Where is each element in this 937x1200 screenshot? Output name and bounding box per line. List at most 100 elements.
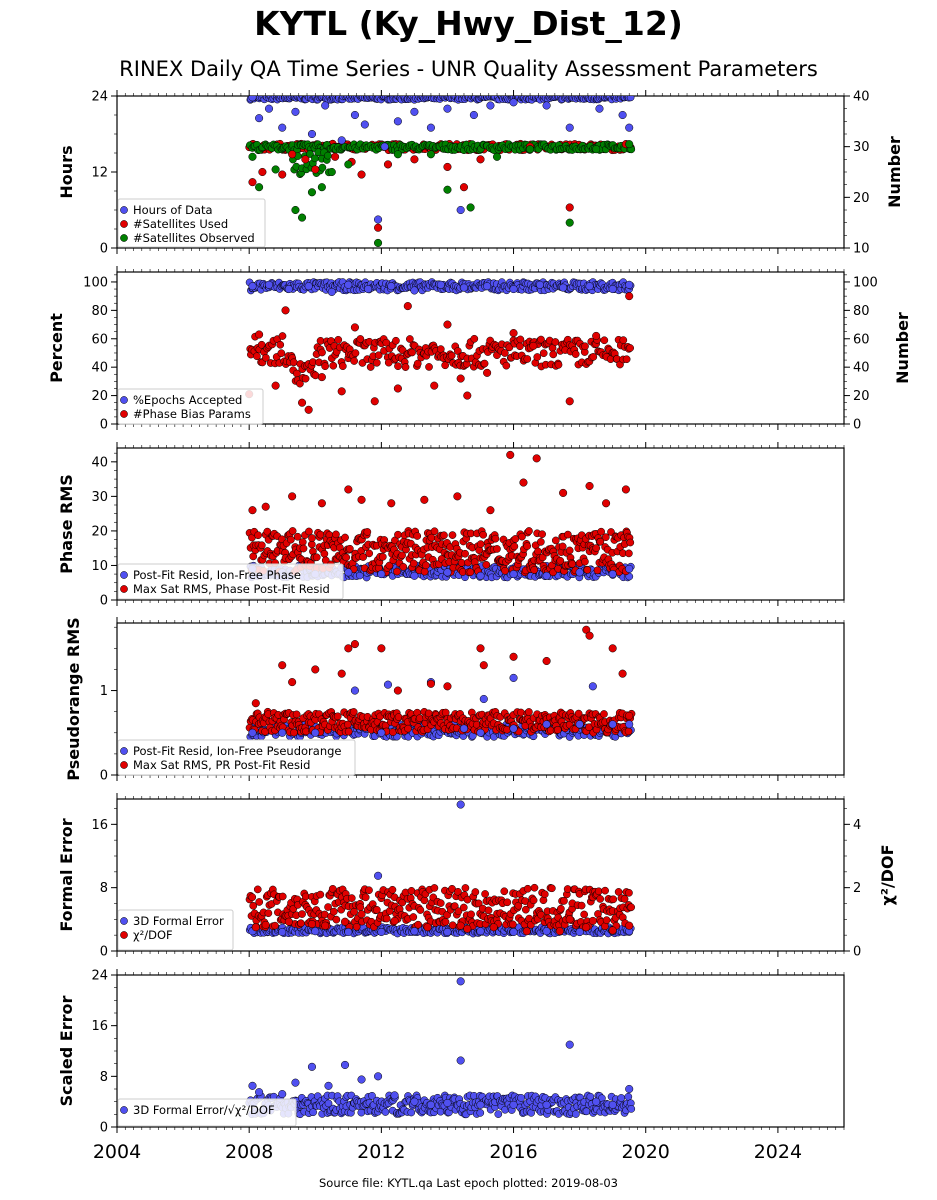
data-point	[383, 680, 393, 689]
phase-bias-point	[406, 335, 414, 343]
chi2-point	[471, 888, 480, 896]
max-phase-rms-point	[461, 549, 469, 558]
data-point	[258, 167, 267, 177]
data-point	[264, 280, 274, 289]
data-point	[278, 661, 287, 670]
data-point	[337, 136, 346, 145]
phase-bias-point	[589, 353, 598, 361]
data-point	[509, 724, 518, 733]
data-point	[281, 306, 290, 315]
legend-marker	[120, 747, 128, 755]
chi2-point	[461, 884, 470, 892]
chi2-point	[255, 898, 264, 906]
data-point	[284, 284, 293, 294]
max-phase-rms-point	[583, 566, 592, 574]
data-point	[608, 720, 617, 729]
chi2-point	[436, 899, 445, 907]
data-point	[542, 720, 551, 729]
y2-tick-label: 4	[853, 818, 861, 833]
y-tick-label: 30	[91, 490, 108, 505]
data-point	[298, 398, 307, 407]
data-point	[307, 920, 317, 929]
max-pr-rms-point	[292, 710, 301, 719]
chi2-point	[521, 897, 530, 905]
legend-marker	[120, 585, 128, 593]
scatter-layer	[245, 625, 636, 741]
phase-bias-point	[554, 360, 563, 369]
data-point	[317, 183, 326, 192]
phase-bias-point	[289, 358, 298, 367]
data-point	[344, 644, 353, 653]
chi2-point	[523, 884, 532, 893]
max-phase-rms-point	[299, 544, 308, 553]
data-point	[565, 915, 574, 924]
chi2-point	[420, 896, 429, 905]
data-point	[426, 679, 435, 688]
data-point	[255, 183, 264, 192]
data-point	[377, 927, 386, 937]
chi2-point	[594, 887, 603, 896]
y-tick-label: 0	[100, 418, 108, 433]
phase-bias-point	[408, 348, 416, 357]
phase-bias-point	[338, 362, 347, 371]
phase-bias-point	[350, 357, 358, 365]
max-phase-rms-point	[342, 553, 351, 562]
phase-bias-point	[329, 361, 338, 370]
data-point	[344, 485, 353, 494]
data-point	[463, 924, 472, 933]
data-point	[453, 492, 462, 501]
data-point	[374, 223, 383, 232]
data-point	[344, 568, 353, 577]
chi2-point	[609, 895, 618, 904]
data-point	[509, 329, 518, 338]
data-point	[248, 96, 257, 102]
phase-bias-point	[516, 335, 525, 344]
legend-marker	[120, 206, 128, 214]
data-point	[625, 921, 634, 930]
y2-tick-label: 0	[853, 418, 861, 433]
chi2-point	[521, 905, 530, 914]
legend-entry: Post-Fit Resid, Ion-Free Pseudorange	[133, 744, 341, 758]
data-point	[288, 150, 297, 159]
legend-box	[117, 388, 264, 425]
data-point	[261, 920, 270, 929]
phase-bias-point	[366, 363, 375, 371]
data-point	[344, 927, 353, 937]
data-point	[602, 499, 611, 508]
chi2-point	[347, 894, 356, 902]
phase-bias-point	[470, 334, 479, 343]
data-point	[486, 506, 495, 515]
data-point	[625, 123, 634, 132]
data-point	[344, 160, 353, 169]
data-point	[443, 682, 452, 691]
data-point	[486, 101, 495, 110]
chi2-point	[332, 915, 341, 924]
y2-tick-label: 2	[853, 881, 861, 896]
chi2-point	[329, 907, 338, 916]
data-point	[483, 282, 492, 291]
max-phase-rms-point	[365, 549, 374, 558]
max-pr-rms-point	[525, 708, 533, 716]
panel-3: 0 10 20 30 40 Phase RMS Post-Fit Resid, Ion-Fr…	[57, 442, 845, 609]
chi2-point	[557, 904, 565, 913]
y2-axis-label: Number	[893, 312, 912, 384]
data-point	[459, 724, 469, 733]
chi2-point	[372, 905, 381, 914]
max-phase-rms-point	[476, 540, 485, 549]
chi2-point	[530, 883, 539, 892]
y-tick-label: 20	[91, 389, 108, 404]
chi2-point	[324, 903, 332, 911]
legend-marker	[120, 410, 128, 418]
data-point	[625, 280, 634, 289]
max-pr-rms-point	[344, 727, 353, 736]
chi2-point	[454, 907, 463, 916]
data-point	[476, 927, 485, 936]
data-point	[374, 238, 383, 247]
chi2-point	[529, 896, 538, 905]
data-point	[248, 152, 257, 161]
data-point	[443, 185, 452, 194]
chi2-point	[409, 913, 418, 921]
data-point	[529, 341, 538, 350]
y2-tick-label: 20	[853, 389, 870, 404]
